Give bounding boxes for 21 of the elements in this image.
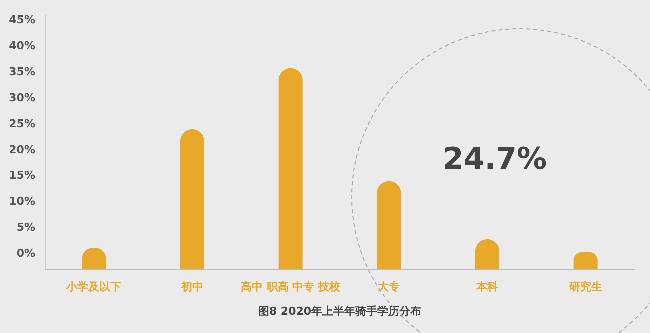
bar xyxy=(180,130,204,269)
y-tick-label: 40% xyxy=(9,40,36,53)
y-tick-label: 35% xyxy=(9,66,36,79)
y-tick-label: 30% xyxy=(9,91,36,104)
y-tick-label: 25% xyxy=(9,117,36,130)
y-tick-label: 10% xyxy=(9,195,36,208)
y-tick-label: 20% xyxy=(9,143,36,156)
y-tick-label: 15% xyxy=(9,169,36,182)
y-tick-label: 45% xyxy=(9,14,36,27)
bar xyxy=(377,181,402,269)
annotation: 24.7% xyxy=(442,142,548,177)
x-tick-label: 初中 xyxy=(180,280,204,294)
bar xyxy=(278,68,303,269)
text: 图8 2020年上半年骑手学历分布 xyxy=(258,305,422,318)
y-tick-label: 0% xyxy=(16,246,36,260)
x-tick-label: 小学及以下 xyxy=(66,280,122,294)
x-tick-label: 本科 xyxy=(476,280,498,294)
x-tick-label: 研究生 xyxy=(568,280,602,294)
y-tick-label: 5% xyxy=(16,221,36,234)
x-tick-label: 大专 xyxy=(378,280,400,294)
x-tick-label: 高中 职高 中专 技校 xyxy=(241,280,342,294)
